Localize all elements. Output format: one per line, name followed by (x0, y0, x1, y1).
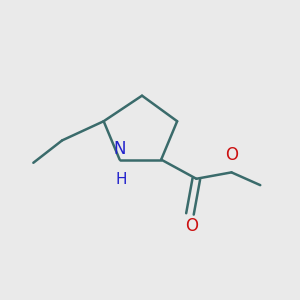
Text: O: O (225, 146, 238, 164)
Text: H: H (116, 172, 127, 187)
Text: O: O (185, 217, 198, 235)
Text: N: N (113, 140, 126, 158)
